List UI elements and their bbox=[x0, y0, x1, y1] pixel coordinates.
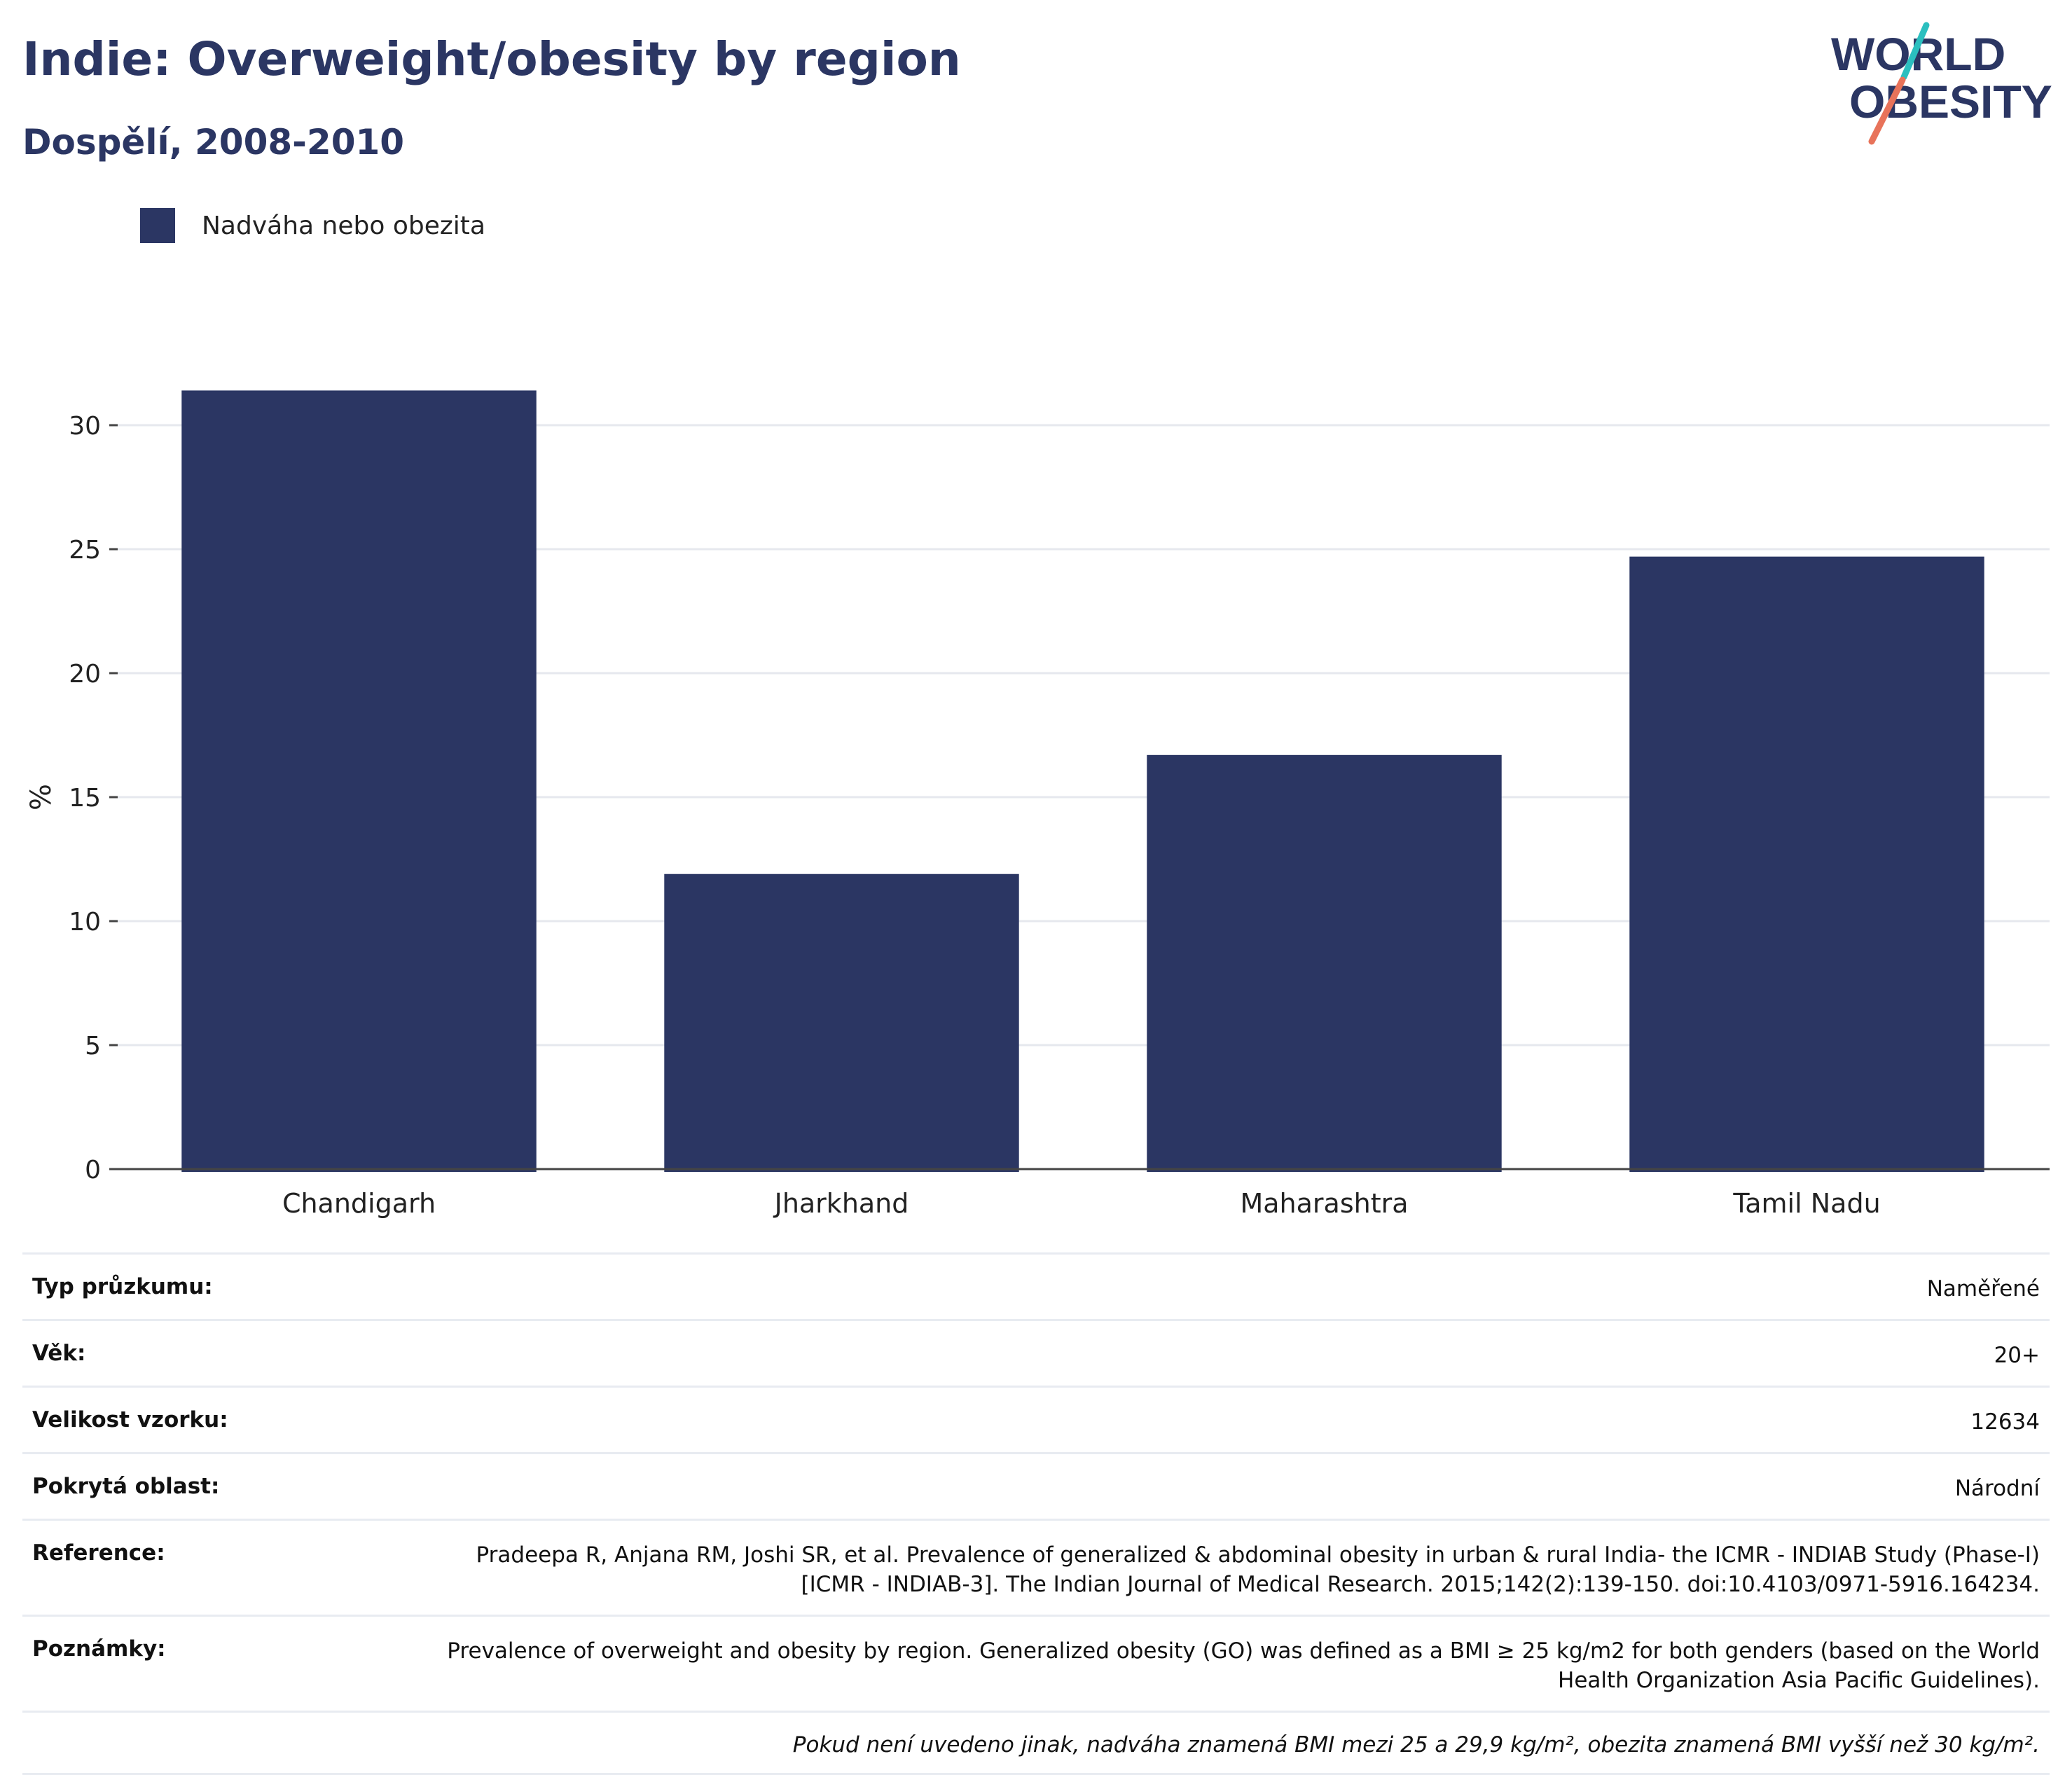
y-tick-label: 20 bbox=[69, 660, 101, 689]
y-tick-label: 30 bbox=[69, 412, 101, 441]
legend-label: Nadváha nebo obezita bbox=[202, 211, 485, 240]
x-tick-label: Tamil Nadu bbox=[1732, 1188, 1880, 1219]
info-label: Pokrytá oblast: bbox=[32, 1474, 220, 1499]
info-row-footnote: Pokud není uvedeno jinak, nadváha znamen… bbox=[22, 1711, 2050, 1775]
legend-swatch bbox=[140, 208, 175, 243]
info-row-area-covered: Pokrytá oblast: Národní bbox=[22, 1452, 2050, 1519]
info-value: Prevalence of overweight and obesity by … bbox=[447, 1638, 2040, 1693]
info-label: Velikost vzorku: bbox=[32, 1407, 228, 1432]
info-table: Typ průzkumu: Naměřené Věk: 20+ Velikost… bbox=[22, 1252, 2050, 1775]
bar-chart: 0 5 10 15 20 25 30% Chandigarh Jharkhand Maharash… bbox=[25, 390, 2050, 1219]
info-value: 12634 bbox=[1970, 1409, 2040, 1435]
y-tick-label: 0 bbox=[85, 1156, 101, 1185]
y-tick-label: 15 bbox=[69, 784, 101, 813]
bar bbox=[1629, 556, 1984, 1172]
y-tick-label: 5 bbox=[85, 1032, 101, 1061]
info-row-reference: Reference: Pradeepa R, Anjana RM, Joshi … bbox=[22, 1519, 2050, 1615]
y-tick-label: 25 bbox=[69, 536, 101, 565]
chart-legend[interactable]: Nadváha nebo obezita bbox=[140, 207, 485, 244]
info-label: Poznámky: bbox=[32, 1636, 166, 1662]
info-value: 20+ bbox=[1994, 1343, 2040, 1368]
info-row-survey-type: Typ průzkumu: Naměřené bbox=[22, 1252, 2050, 1319]
info-footnote: Pokud není uvedeno jinak, nadváha znamen… bbox=[792, 1732, 2040, 1757]
x-tick-label: Chandigarh bbox=[282, 1188, 436, 1219]
info-label: Věk: bbox=[32, 1341, 86, 1366]
info-label: Reference: bbox=[32, 1540, 165, 1566]
chart-title: Indie: Overweight/obesity by region bbox=[22, 32, 961, 86]
bar bbox=[1147, 754, 1502, 1172]
logo-slash-coral bbox=[1868, 76, 1906, 145]
chart-subtitle: Dospělí, 2008-2010 bbox=[22, 122, 405, 163]
y-tick-label: 10 bbox=[69, 908, 101, 937]
bar bbox=[181, 390, 537, 1173]
info-value: Naměřené bbox=[1926, 1276, 2040, 1301]
info-label: Typ průzkumu: bbox=[32, 1274, 213, 1299]
info-value: Pradeepa R, Anjana RM, Joshi SR, et al. … bbox=[476, 1542, 2040, 1597]
world-obesity-logo: WORLD OBESITY bbox=[1831, 22, 2052, 145]
y-axis-label: % bbox=[25, 784, 57, 810]
bar bbox=[664, 873, 1019, 1172]
info-value: Národní bbox=[1954, 1476, 2040, 1501]
logo-slash-teal bbox=[1900, 22, 1930, 81]
info-row-notes: Poznámky: Prevalence of overweight and o… bbox=[22, 1615, 2050, 1711]
x-tick-label: Maharashtra bbox=[1240, 1188, 1408, 1219]
x-tick-label: Jharkhand bbox=[773, 1188, 909, 1219]
info-row-age: Věk: 20+ bbox=[22, 1319, 2050, 1386]
info-row-sample-size: Velikost vzorku: 12634 bbox=[22, 1386, 2050, 1452]
